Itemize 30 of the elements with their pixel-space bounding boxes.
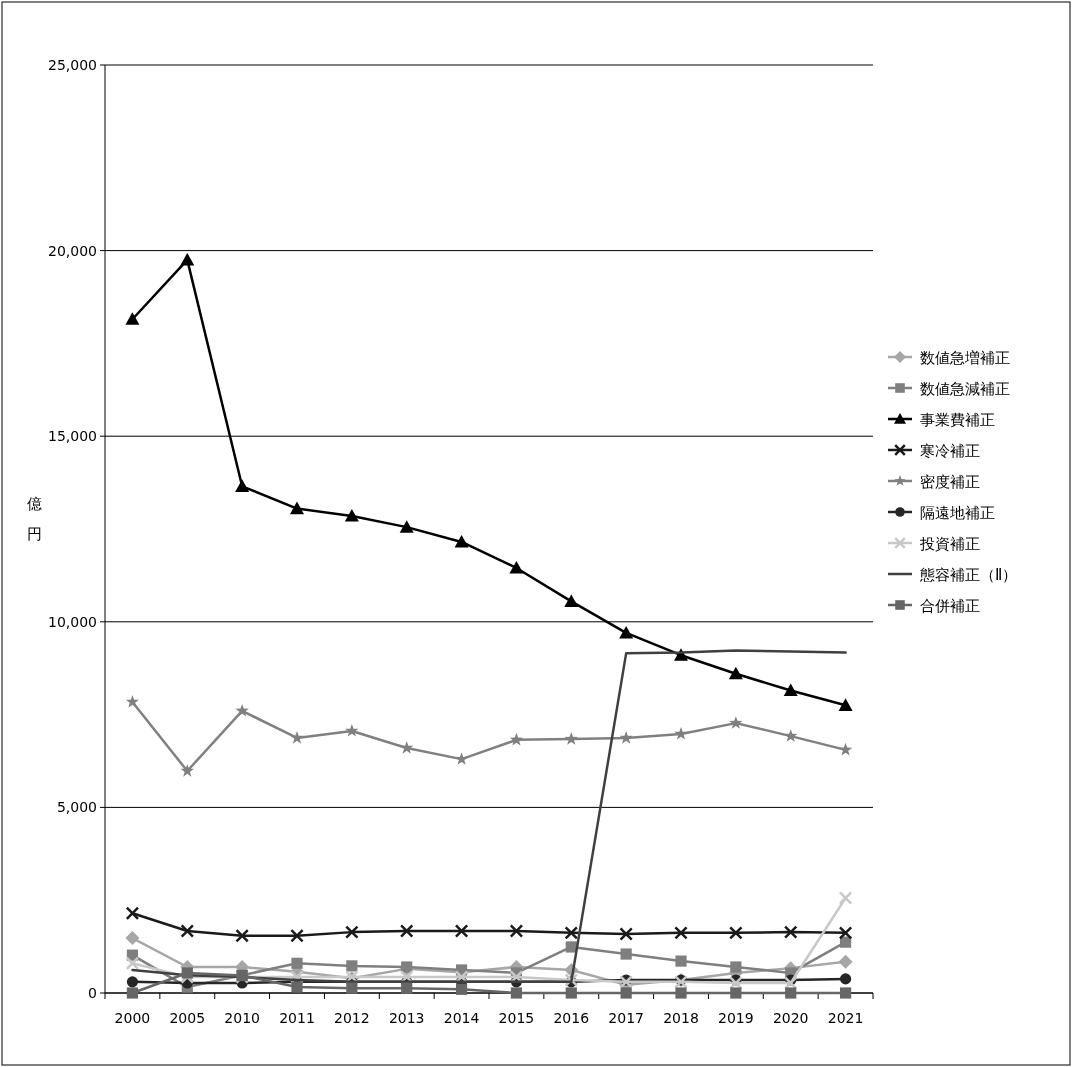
x-tick-label: 2005 bbox=[169, 1010, 206, 1026]
legend-label: 投資補正 bbox=[919, 535, 980, 553]
legend-label: 寒冷補正 bbox=[920, 442, 980, 460]
y-tick-label: 0 bbox=[88, 985, 97, 1001]
y-tick-label: 20,000 bbox=[48, 242, 97, 259]
legend-label: 隔遠地補正 bbox=[920, 504, 995, 522]
x-tick-label: 2021 bbox=[827, 1010, 864, 1026]
x-tick-label: 2018 bbox=[663, 1010, 699, 1026]
x-tick-label: 2013 bbox=[388, 1010, 425, 1026]
x-tick-label: 2015 bbox=[498, 1010, 535, 1026]
y-tick-label: 25,000 bbox=[48, 57, 97, 73]
legend-label: 数値急減補正 bbox=[920, 380, 1010, 398]
y-axis-title: 億円 bbox=[26, 495, 42, 543]
legend-label: 密度補正 bbox=[920, 473, 980, 491]
x-tick-label: 2020 bbox=[772, 1010, 809, 1026]
x-tick-label: 2010 bbox=[224, 1010, 260, 1026]
x-tick-label: 2012 bbox=[334, 1010, 370, 1026]
x-tick-label: 2000 bbox=[114, 1010, 151, 1026]
x-tick-label: 2014 bbox=[443, 1010, 480, 1026]
legend-label: 態容補正（Ⅱ） bbox=[919, 566, 1018, 584]
y-tick-label: 5,000 bbox=[56, 799, 97, 816]
y-tick-label: 15,000 bbox=[48, 428, 97, 445]
x-tick-label: 2019 bbox=[718, 1010, 754, 1026]
legend-label: 数値急増補正 bbox=[920, 349, 1010, 367]
y-tick-label: 10,000 bbox=[48, 613, 97, 630]
legend-label: 事業費補正 bbox=[920, 411, 995, 429]
x-tick-label: 2016 bbox=[553, 1010, 590, 1026]
x-tick-label: 2017 bbox=[608, 1010, 644, 1026]
x-tick-label: 2011 bbox=[279, 1010, 315, 1026]
legend-label: 合併補正 bbox=[920, 597, 980, 615]
